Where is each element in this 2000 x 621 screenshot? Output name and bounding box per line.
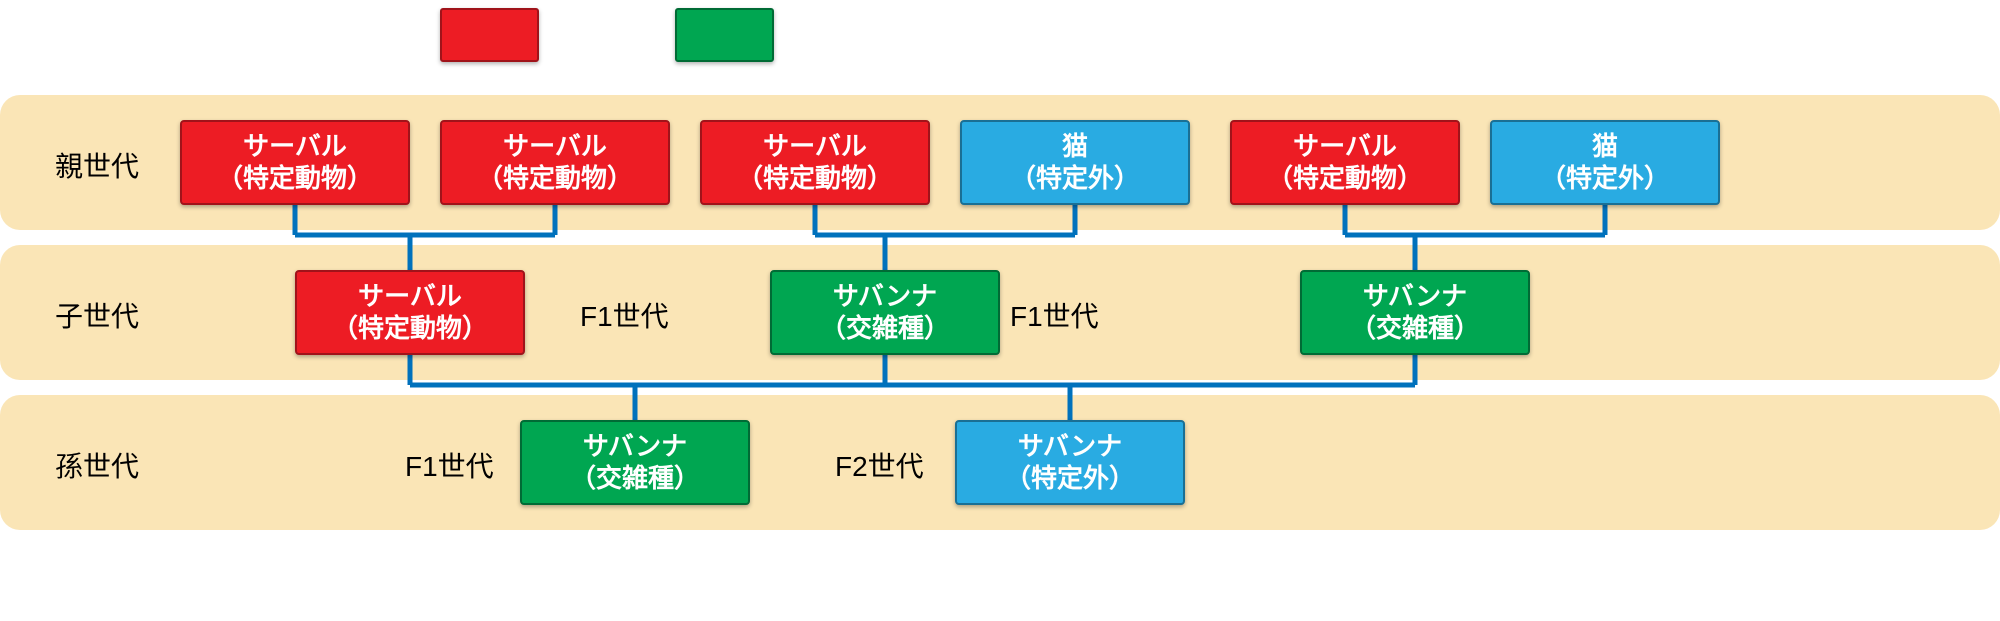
row-label-grandchild: 孫世代 bbox=[55, 445, 139, 485]
legend-green bbox=[675, 8, 774, 62]
node-line2: （特定外） bbox=[962, 163, 1188, 194]
node-line2: （特定動物） bbox=[442, 163, 668, 194]
node-line1: 猫 bbox=[1492, 131, 1718, 162]
node-p3: サーバル（特定動物） bbox=[700, 120, 930, 205]
node-p5: サーバル（特定動物） bbox=[1230, 120, 1460, 205]
legend-red bbox=[440, 8, 539, 62]
node-line2: （交雑種） bbox=[1302, 313, 1528, 344]
node-line2: （交雑種） bbox=[772, 313, 998, 344]
node-p2: サーバル（特定動物） bbox=[440, 120, 670, 205]
node-line2: （特定外） bbox=[1492, 163, 1718, 194]
node-line1: サーバル bbox=[182, 131, 408, 162]
node-g1: サバンナ（交雑種） bbox=[520, 420, 750, 505]
node-c2: サバンナ（交雑種） bbox=[770, 270, 1000, 355]
node-p1: サーバル（特定動物） bbox=[180, 120, 410, 205]
node-p4: 猫（特定外） bbox=[960, 120, 1190, 205]
row-label-child: 子世代 bbox=[55, 295, 139, 335]
node-line2: （特定動物） bbox=[1232, 163, 1458, 194]
gen-label-0: F1世代 bbox=[580, 295, 669, 335]
node-line1: サーバル bbox=[1232, 131, 1458, 162]
node-p6: 猫（特定外） bbox=[1490, 120, 1720, 205]
node-line1: 猫 bbox=[962, 131, 1188, 162]
node-line2: （特定動物） bbox=[297, 313, 523, 344]
node-line1: サバンナ bbox=[1302, 281, 1528, 312]
gen-label-2: F1世代 bbox=[405, 445, 494, 485]
node-line1: サーバル bbox=[297, 281, 523, 312]
row-label-parent: 親世代 bbox=[55, 145, 139, 185]
node-line2: （交雑種） bbox=[522, 463, 748, 494]
node-line2: （特定動物） bbox=[182, 163, 408, 194]
node-line1: サーバル bbox=[702, 131, 928, 162]
node-line2: （特定動物） bbox=[702, 163, 928, 194]
node-line1: サーバル bbox=[442, 131, 668, 162]
node-g2: サバンナ（特定外） bbox=[955, 420, 1185, 505]
gen-label-3: F2世代 bbox=[835, 445, 924, 485]
node-line1: サバンナ bbox=[772, 281, 998, 312]
node-c1: サーバル（特定動物） bbox=[295, 270, 525, 355]
node-c3: サバンナ（交雑種） bbox=[1300, 270, 1530, 355]
gen-label-1: F1世代 bbox=[1010, 295, 1099, 335]
node-line2: （特定外） bbox=[957, 463, 1183, 494]
node-line1: サバンナ bbox=[957, 431, 1183, 462]
node-line1: サバンナ bbox=[522, 431, 748, 462]
